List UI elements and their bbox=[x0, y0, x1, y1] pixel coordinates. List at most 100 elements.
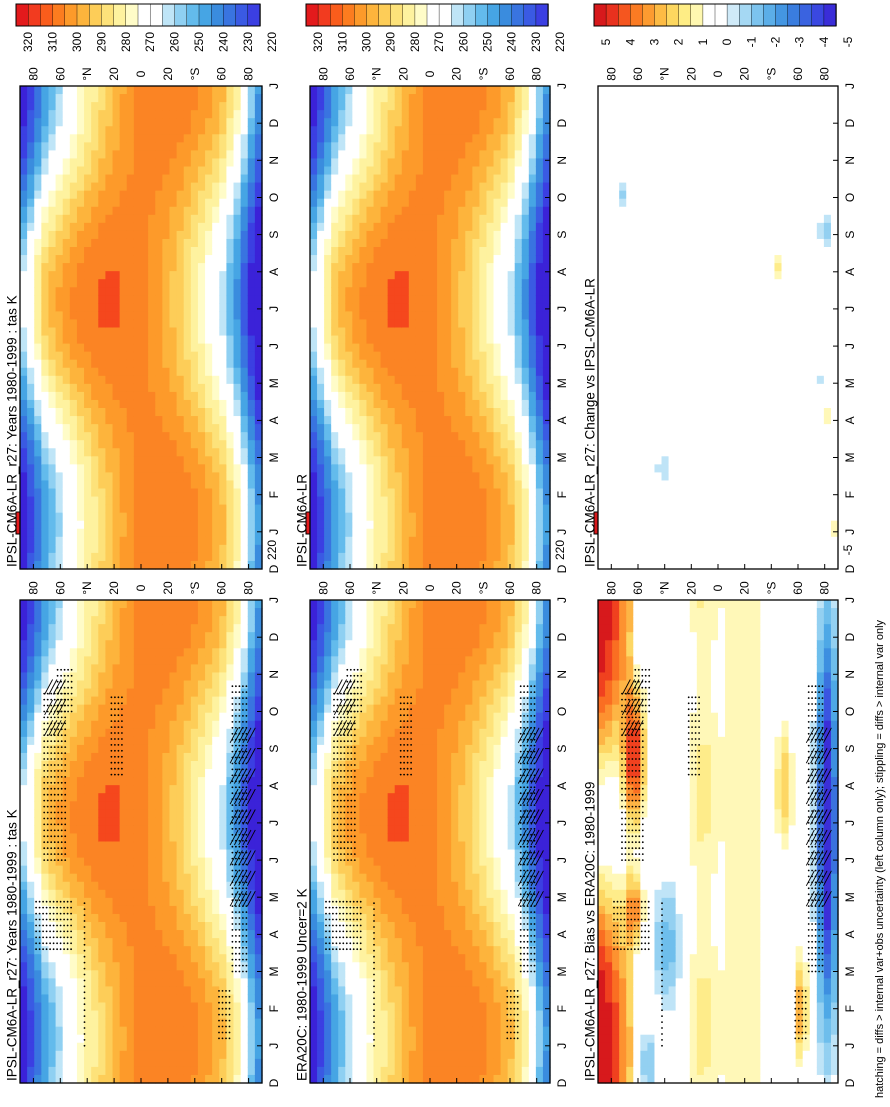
colorbar-swatch bbox=[223, 4, 236, 26]
field-cell bbox=[234, 142, 242, 151]
field-cell bbox=[84, 777, 92, 786]
field-cell bbox=[184, 914, 192, 923]
field-cell bbox=[105, 102, 113, 111]
field-cell bbox=[141, 215, 149, 224]
field-cell bbox=[91, 946, 99, 955]
field-cell bbox=[248, 207, 256, 216]
field-cell bbox=[234, 1051, 242, 1060]
stipple-dot bbox=[84, 1021, 86, 1023]
field-cell bbox=[234, 681, 242, 690]
field-cell bbox=[56, 199, 64, 208]
field-cell bbox=[27, 978, 35, 987]
field-cell bbox=[41, 432, 49, 441]
field-cell bbox=[162, 223, 170, 232]
field-cell bbox=[219, 785, 227, 794]
field-cell bbox=[148, 328, 156, 337]
field-cell bbox=[34, 817, 42, 826]
field-cell bbox=[91, 624, 99, 633]
stipple-dot bbox=[222, 1032, 224, 1034]
field-cell bbox=[98, 745, 106, 754]
field-cell bbox=[56, 545, 64, 554]
field-cell bbox=[155, 456, 163, 465]
field-cell bbox=[127, 874, 135, 883]
stipple-dot bbox=[54, 859, 56, 861]
field-cell bbox=[48, 505, 56, 514]
field-cell bbox=[120, 271, 128, 280]
stipple-dot bbox=[67, 919, 69, 921]
field-cell bbox=[205, 608, 213, 617]
field-cell bbox=[41, 352, 49, 361]
stipple-dot bbox=[235, 769, 237, 771]
field-cell bbox=[48, 745, 56, 754]
field-cell bbox=[48, 553, 56, 562]
field-cell bbox=[41, 608, 49, 617]
field-cell bbox=[70, 616, 78, 625]
field-cell bbox=[84, 472, 92, 481]
field-cell bbox=[63, 954, 71, 963]
field-cell bbox=[34, 489, 42, 498]
field-cell bbox=[219, 183, 227, 192]
field-cell bbox=[56, 874, 64, 883]
field-cell bbox=[27, 497, 35, 506]
field-cell bbox=[27, 319, 35, 328]
field-cell bbox=[177, 247, 185, 256]
field-cell bbox=[155, 271, 163, 280]
field-cell bbox=[105, 279, 113, 288]
stipple-dot bbox=[43, 776, 45, 778]
field-cell bbox=[127, 94, 135, 103]
field-cell bbox=[198, 537, 206, 546]
field-cell bbox=[219, 898, 227, 907]
field-cell bbox=[120, 785, 128, 794]
field-cell bbox=[191, 890, 199, 899]
field-cell bbox=[241, 400, 249, 409]
stipple-dot bbox=[63, 925, 65, 927]
field-cell bbox=[205, 521, 213, 530]
field-cell bbox=[20, 352, 28, 361]
field-cell bbox=[127, 489, 135, 498]
stipple-dot bbox=[232, 971, 234, 973]
field-cell bbox=[241, 537, 249, 546]
field-cell bbox=[91, 191, 99, 200]
field-cell bbox=[20, 102, 28, 111]
stipple-dot bbox=[54, 800, 56, 802]
field-cell bbox=[162, 384, 170, 393]
field-cell bbox=[77, 448, 85, 457]
field-cell bbox=[141, 126, 149, 135]
field-cell bbox=[205, 505, 213, 514]
field-cell bbox=[191, 962, 199, 971]
stipple-dot bbox=[64, 740, 66, 742]
field-cell bbox=[120, 424, 128, 433]
field-cell bbox=[177, 1059, 185, 1068]
field-cell bbox=[98, 319, 106, 328]
field-cell bbox=[162, 255, 170, 264]
stipple-dot bbox=[235, 828, 237, 830]
field-cell bbox=[120, 769, 128, 778]
field-cell bbox=[41, 207, 49, 216]
field-cell bbox=[198, 126, 206, 135]
field-cell bbox=[155, 489, 163, 498]
stipple-dot bbox=[61, 806, 63, 808]
field-cell bbox=[205, 938, 213, 947]
field-cell bbox=[41, 954, 49, 963]
field-cell bbox=[169, 962, 177, 971]
colorbar-swatch bbox=[101, 4, 114, 26]
field-cell bbox=[184, 689, 192, 698]
field-cell bbox=[77, 464, 85, 473]
field-cell bbox=[77, 376, 85, 385]
field-cell bbox=[77, 86, 85, 95]
field-cell bbox=[77, 850, 85, 859]
field-cell bbox=[134, 505, 142, 514]
field-cell bbox=[248, 360, 256, 369]
field-cell bbox=[169, 255, 177, 264]
field-cell bbox=[98, 167, 106, 176]
field-cell bbox=[41, 287, 49, 296]
field-cell bbox=[248, 600, 256, 609]
field-cell bbox=[177, 970, 185, 979]
field-cell bbox=[141, 978, 149, 987]
field-cell bbox=[77, 753, 85, 762]
field-cell bbox=[120, 142, 128, 151]
field-cell bbox=[84, 938, 92, 947]
field-cell bbox=[248, 1027, 256, 1036]
field-cell bbox=[212, 368, 220, 377]
field-cell bbox=[34, 400, 42, 409]
